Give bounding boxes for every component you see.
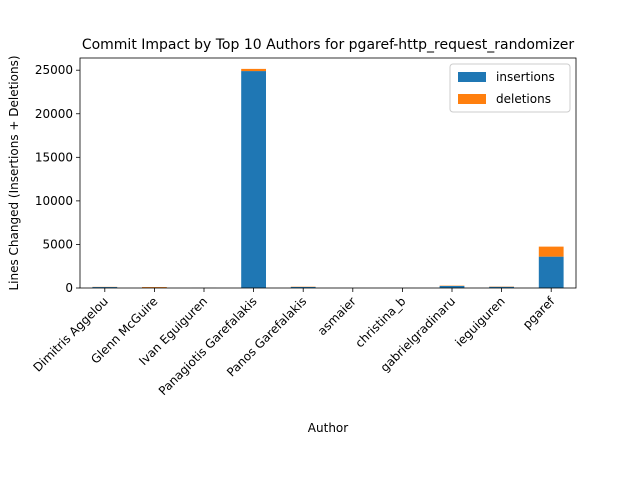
- y-tick-label: 25000: [35, 63, 73, 77]
- bar-insertions: [241, 71, 266, 288]
- legend: insertions deletions: [449, 63, 571, 113]
- y-tick-label: 15000: [35, 150, 73, 164]
- bar-insertions: [290, 286, 316, 288]
- y-tick-label: 10000: [35, 194, 73, 208]
- legend-swatch-insertions: [458, 72, 486, 82]
- legend-swatch-deletions: [458, 94, 486, 104]
- y-axis-label: Lines Changed (Insertions + Deletions): [7, 55, 21, 290]
- axes-frame: [79, 57, 577, 289]
- y-tick-label: 5000: [42, 237, 73, 251]
- y-tick-label: 20000: [35, 107, 73, 121]
- bar-deletions: [538, 246, 564, 257]
- bar-deletions: [142, 287, 167, 288]
- bar-deletions: [241, 68, 266, 72]
- bar-insertions: [489, 286, 514, 288]
- legend-label-deletions: deletions: [496, 92, 551, 106]
- bar-insertions: [92, 287, 118, 288]
- chart-title: Commit Impact by Top 10 Authors for pgar…: [82, 37, 575, 53]
- bar-insertions: [439, 286, 465, 288]
- bar-insertions: [538, 256, 564, 288]
- x-axis-label: Author: [308, 421, 348, 435]
- y-tick-label: 0: [65, 281, 73, 295]
- legend-label-insertions: insertions: [496, 70, 555, 84]
